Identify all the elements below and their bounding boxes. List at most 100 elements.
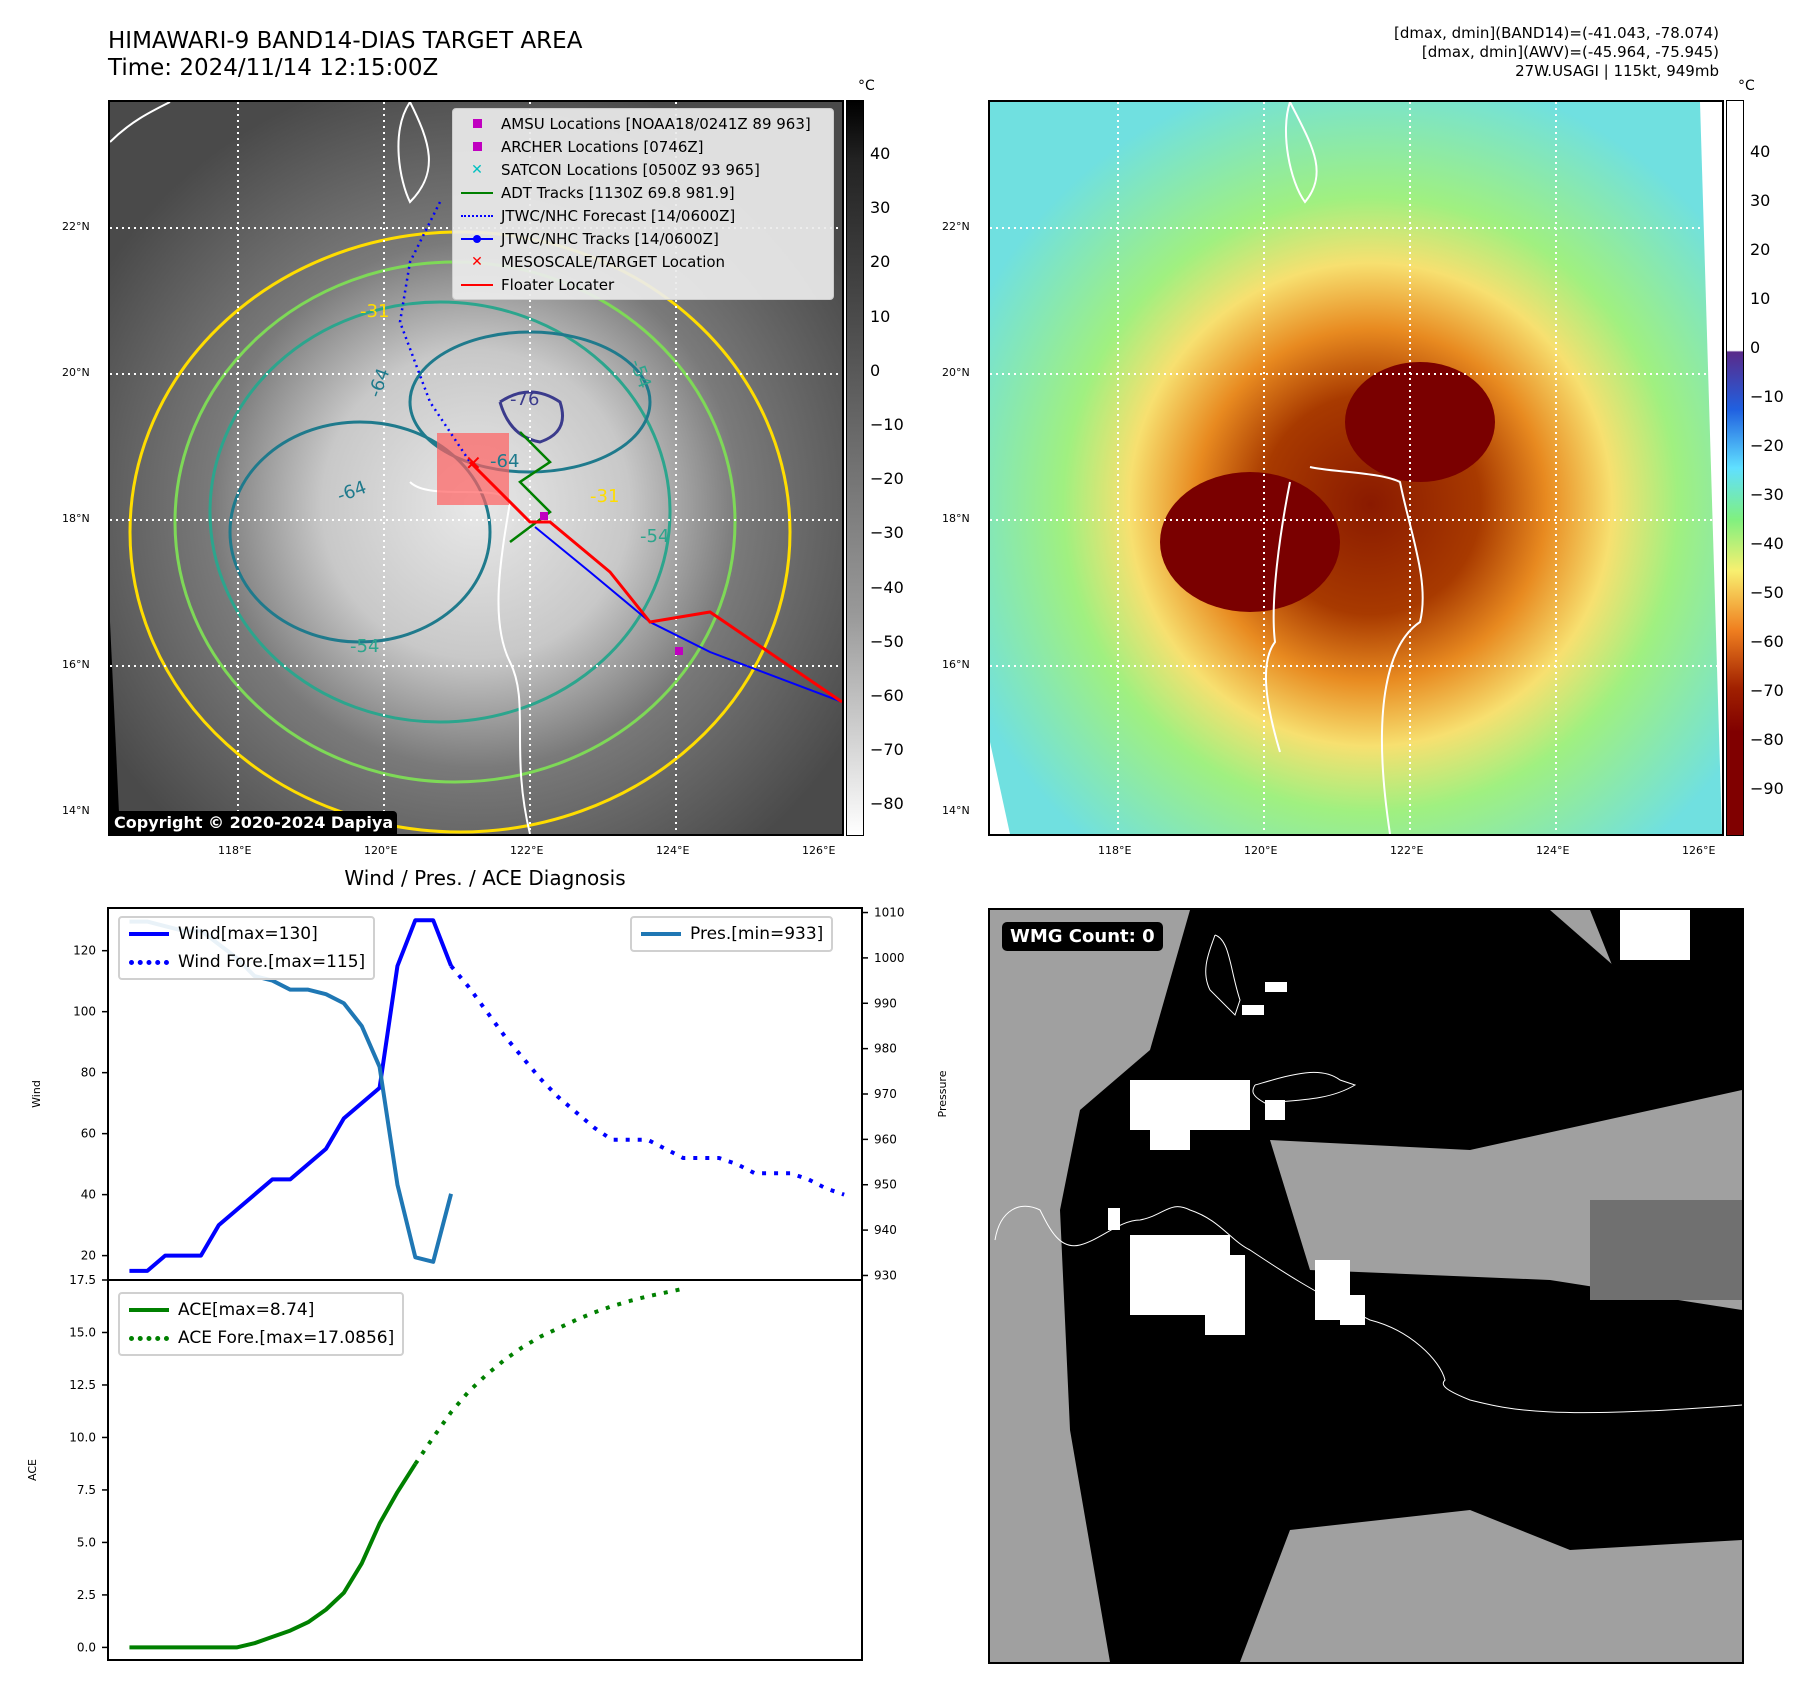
wind-forecast-line (449, 964, 845, 1197)
wmg-white-cell (1242, 1005, 1264, 1015)
ir-colorbar-tick: −20 (870, 469, 904, 489)
diagnosis-chart-title: Wind / Pres. / ACE Diagnosis (344, 866, 626, 890)
legend-item: JTWC/NHC Tracks [14/0600Z] (453, 227, 833, 250)
legend-item: ✕ SATCON Locations [0500Z 93 965] (453, 158, 833, 181)
wind-pressure-chart: 20 40 60 80 100 120 930 940 950 960 970 980 990 1000 1… (26, 906, 949, 1661)
ir-colorbar-tick: 30 (870, 198, 891, 218)
awv-colorbar-tick: 0 (1750, 338, 1761, 357)
wind-legend: Wind[max=130] Wind Fore.[max=115] (118, 916, 376, 980)
pressure-ytick-label: 940 (874, 1223, 897, 1237)
awv-colorbar-tick: −10 (1750, 387, 1784, 406)
legend-item: Wind[max=130] (120, 920, 373, 948)
legend-symbol-icon (453, 119, 501, 128)
pressure-ytick-label: 960 (874, 1132, 897, 1146)
info-awv-range: [dmax, dmin](AWV)=(-45.964, -75.945) (1421, 43, 1719, 61)
legend-symbol-icon: ✕ (471, 161, 483, 178)
mesoscale-target-box (437, 433, 509, 505)
legend-symbol-icon (453, 214, 501, 217)
legend-label: ACE Fore.[max=17.0856] (178, 1328, 395, 1348)
legend-item: Pres.[min=933] (632, 920, 831, 948)
lat-label: 18°N (942, 512, 970, 525)
lon-label: 120°E (1244, 844, 1278, 857)
ace-axis-label: ACE (26, 1459, 39, 1481)
wmg-coastline-long (994, 1205, 1742, 1414)
lon-label: 126°E (802, 844, 836, 857)
contour-label: -76 (510, 389, 539, 410)
wmg-coastline-island-2 (1252, 1071, 1357, 1104)
lon-label: 118°E (1098, 844, 1132, 857)
awv-colorbar-tick: −60 (1750, 632, 1784, 651)
legend-item: ACE Fore.[max=17.0856] (120, 1324, 402, 1352)
lon-label: 124°E (656, 844, 690, 857)
legend-item: JTWC/NHC Forecast [14/0600Z] (453, 204, 833, 227)
awv-map-panel (988, 100, 1724, 836)
lon-label: 122°E (510, 844, 544, 857)
legend-line-icon (120, 1335, 178, 1341)
wmg-white-cell (1620, 910, 1690, 960)
ir-colorbar-tick: 10 (870, 306, 891, 326)
lat-label: 22°N (942, 220, 970, 233)
title-line-1: HIMAWARI-9 BAND14-DIAS TARGET AREA (108, 28, 583, 54)
legend-label: ADT Tracks [1130Z 69.8 981.9] (501, 183, 735, 202)
contour-label: -31 (590, 486, 619, 507)
awv-colorbar-unit: °C (1738, 78, 1755, 94)
target-x-marker: ✕ (465, 451, 482, 475)
ir-colorbar-tick: −70 (870, 740, 904, 760)
ir-colorbar-tick: −50 (870, 631, 904, 651)
awv-colorbar-tick: 30 (1750, 191, 1771, 210)
legend-label: Wind[max=130] (178, 924, 318, 944)
awv-core-west (1160, 472, 1340, 612)
wind-axis-label: Wind (30, 1080, 43, 1108)
pressure-ytick-label: 970 (874, 1087, 897, 1101)
wind-ytick-label: 100 (73, 1005, 96, 1019)
ir-colorbar-tick: −40 (870, 577, 904, 597)
legend-line-icon (120, 932, 178, 936)
contour-darkteal-west (228, 420, 492, 644)
lat-label: 20°N (942, 366, 970, 379)
legend-symbol-icon (453, 234, 501, 243)
contour-navy (498, 390, 564, 444)
awv-colorbar-tick: −30 (1750, 485, 1784, 504)
pressure-ytick-label: 1000 (874, 951, 905, 965)
ace-ytick-label: 10.0 (69, 1430, 96, 1444)
ir-map-panel: ✕ -31 -64 -76 -64 -64 -54 -31 -54 -54 AM… (108, 100, 844, 836)
pressure-ytick-label: 1010 (874, 906, 905, 920)
awv-map-image (990, 102, 1722, 834)
legend-item: Wind Fore.[max=115] (120, 948, 373, 976)
lon-label: 126°E (1682, 844, 1716, 857)
lat-label: 16°N (942, 658, 970, 671)
ace-legend: ACE[max=8.74] ACE Fore.[max=17.0856] (118, 1292, 405, 1356)
pressure-legend: Pres.[min=933] (630, 916, 834, 952)
awv-colorbar-tick: −90 (1750, 779, 1784, 798)
legend-label: JTWC/NHC Forecast [14/0600Z] (501, 206, 736, 225)
archer-marker (675, 647, 683, 655)
wmg-panel: WMG Count: 0 (988, 908, 1744, 1664)
pressure-ytick-label: 980 (874, 1042, 897, 1056)
legend-label: Floater Locater (501, 275, 615, 294)
legend-symbol-icon (453, 283, 501, 286)
contour-label: -54 (350, 636, 379, 657)
wmg-white-cell (1265, 1100, 1285, 1120)
awv-colorbar-tick: 10 (1750, 289, 1771, 308)
ace-line (129, 1462, 418, 1650)
ace-ytick-label: 5.0 (77, 1535, 96, 1549)
info-storm-summary: 27W.USAGI | 115kt, 949mb (1515, 62, 1719, 80)
awv-colorbar-tick: −80 (1750, 730, 1784, 749)
coastline-taiwan (1284, 102, 1318, 204)
wmg-image (990, 910, 1742, 1662)
legend-item: Floater Locater (453, 273, 833, 296)
ir-map-legend: AMSU Locations [NOAA18/0241Z 89 963] ARCH… (452, 108, 834, 300)
ir-colorbar-unit: °C (858, 78, 875, 94)
lon-label: 118°E (218, 844, 252, 857)
awv-colorbar-tick: −50 (1750, 583, 1784, 602)
ir-colorbar (846, 100, 864, 836)
info-band14-range: [dmax, dmin](BAND14)=(-41.043, -78.074) (1394, 24, 1719, 42)
floater-locater (468, 460, 842, 704)
coastline-taiwan (397, 102, 430, 204)
contour-label: -54 (640, 526, 669, 547)
ir-colorbar-tick: −30 (870, 523, 904, 543)
ace-ytick-label: 12.5 (69, 1378, 96, 1392)
ir-colorbar-tick: 0 (870, 360, 881, 380)
ir-colorbar-tick: −60 (870, 686, 904, 705)
amsu-marker (540, 512, 548, 520)
